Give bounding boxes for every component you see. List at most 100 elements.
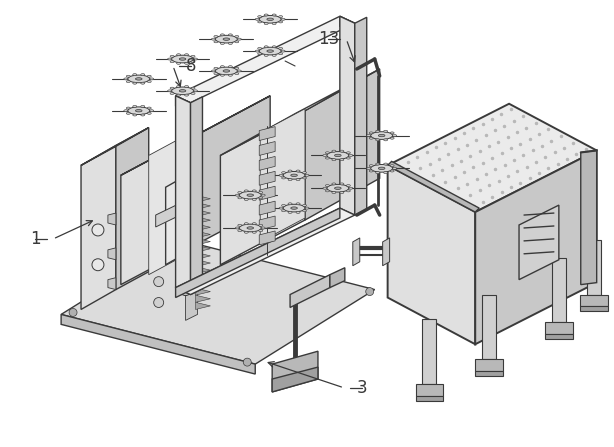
Polygon shape [259,201,275,215]
Ellipse shape [272,55,276,56]
Ellipse shape [325,185,329,186]
Ellipse shape [267,18,273,21]
Ellipse shape [141,74,145,76]
Polygon shape [220,111,305,265]
Polygon shape [475,359,503,371]
Ellipse shape [133,105,137,107]
Ellipse shape [252,231,256,233]
Ellipse shape [238,197,242,199]
Ellipse shape [261,227,265,229]
Polygon shape [422,320,437,384]
Ellipse shape [228,34,232,36]
Ellipse shape [384,139,387,141]
Ellipse shape [128,107,150,114]
Polygon shape [195,202,211,210]
Ellipse shape [384,130,387,132]
Polygon shape [416,396,443,401]
Polygon shape [272,351,318,392]
Ellipse shape [349,154,353,156]
Ellipse shape [214,35,218,38]
Ellipse shape [390,132,394,134]
Ellipse shape [296,203,300,205]
Ellipse shape [291,174,297,177]
Ellipse shape [376,163,379,165]
Polygon shape [330,268,345,287]
Polygon shape [195,224,211,231]
Ellipse shape [124,110,128,112]
Polygon shape [195,245,211,252]
Ellipse shape [126,112,130,114]
Polygon shape [220,69,379,156]
Polygon shape [195,217,211,224]
Polygon shape [195,96,270,245]
Polygon shape [176,208,355,295]
Polygon shape [195,295,211,302]
Ellipse shape [214,41,218,43]
Polygon shape [195,195,211,202]
Ellipse shape [384,163,387,165]
Ellipse shape [170,87,174,89]
Ellipse shape [279,174,283,176]
Circle shape [69,308,77,316]
Ellipse shape [126,75,130,77]
Polygon shape [259,156,275,170]
Circle shape [154,298,164,308]
Ellipse shape [369,164,373,167]
Ellipse shape [384,172,387,173]
Ellipse shape [264,55,268,56]
Ellipse shape [235,41,239,43]
Polygon shape [545,334,573,339]
Ellipse shape [281,50,285,52]
Polygon shape [482,295,496,359]
Ellipse shape [238,70,241,72]
Polygon shape [116,127,149,290]
Ellipse shape [367,135,371,136]
Ellipse shape [332,191,336,194]
Ellipse shape [264,14,268,16]
Ellipse shape [235,35,239,38]
Polygon shape [156,198,190,227]
Text: 3: 3 [357,379,367,397]
Polygon shape [81,145,116,309]
Polygon shape [545,322,573,334]
Ellipse shape [238,191,242,194]
Ellipse shape [220,34,224,36]
Polygon shape [195,252,211,259]
Ellipse shape [258,47,262,50]
Ellipse shape [378,135,385,137]
Text: 1: 1 [29,230,41,248]
Polygon shape [259,216,275,230]
Ellipse shape [349,187,353,189]
Ellipse shape [340,183,344,185]
Ellipse shape [369,132,373,134]
Polygon shape [176,208,340,298]
Ellipse shape [252,223,256,225]
Ellipse shape [244,223,248,225]
Ellipse shape [147,80,151,83]
Ellipse shape [185,54,188,56]
Ellipse shape [191,55,195,57]
Ellipse shape [141,105,145,107]
Ellipse shape [214,72,218,75]
Polygon shape [387,161,479,212]
Ellipse shape [172,55,193,63]
Ellipse shape [346,190,351,192]
Ellipse shape [211,38,216,40]
Polygon shape [195,274,211,281]
Ellipse shape [216,35,238,43]
Ellipse shape [346,185,351,186]
Ellipse shape [179,90,186,92]
Polygon shape [305,69,379,220]
Ellipse shape [303,177,306,179]
Polygon shape [260,109,305,242]
Ellipse shape [258,21,262,23]
Ellipse shape [177,54,181,56]
Ellipse shape [332,150,336,152]
Ellipse shape [136,78,142,80]
Ellipse shape [390,164,394,167]
Ellipse shape [223,38,230,40]
Polygon shape [259,142,275,156]
Ellipse shape [220,74,224,76]
Ellipse shape [150,110,154,112]
Ellipse shape [168,90,172,92]
